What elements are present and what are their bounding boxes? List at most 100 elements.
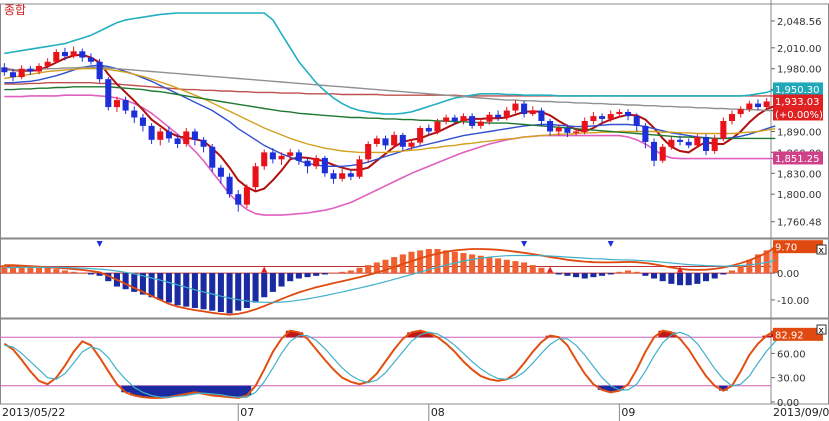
macd-histogram-bar bbox=[746, 259, 753, 274]
candle-body bbox=[711, 138, 718, 151]
x-axis-label: 2013/09/05 bbox=[773, 406, 829, 419]
candle-body bbox=[122, 100, 129, 111]
macd-tick-label: -10.00 bbox=[777, 296, 809, 307]
candle-body bbox=[321, 157, 328, 174]
candle bbox=[763, 98, 770, 110]
price-value-tag: 1,950.30 bbox=[773, 82, 823, 96]
macd-histogram-bar bbox=[503, 259, 510, 274]
price-value-tag: 1,851.25 bbox=[773, 151, 823, 165]
candle bbox=[529, 106, 536, 117]
macd-histogram-bar bbox=[677, 273, 684, 286]
candle-body bbox=[373, 138, 380, 144]
candle bbox=[685, 138, 692, 149]
price-tick-label: 2,048.56 bbox=[777, 17, 822, 28]
candle bbox=[443, 114, 450, 125]
close-icon[interactable]: x bbox=[819, 326, 825, 336]
macd-histogram-bar bbox=[555, 273, 562, 275]
candle bbox=[642, 123, 649, 149]
macd-histogram-bar bbox=[408, 251, 415, 274]
macd-histogram-bar bbox=[616, 271, 623, 274]
series-ma60 bbox=[4, 68, 776, 154]
candle bbox=[35, 63, 43, 75]
macd-histogram-bar bbox=[469, 254, 476, 274]
candle bbox=[521, 100, 528, 118]
macd-histogram-bar bbox=[295, 273, 302, 279]
close-box[interactable] bbox=[816, 244, 827, 255]
candle-body bbox=[495, 114, 502, 118]
macd-histogram-bar bbox=[495, 258, 502, 274]
macd-histogram-bar bbox=[287, 273, 294, 282]
candle-body bbox=[200, 139, 207, 147]
candle bbox=[209, 144, 216, 172]
macd-histogram-bar bbox=[642, 273, 649, 276]
candle-body bbox=[9, 72, 17, 78]
candle bbox=[269, 148, 276, 164]
candle bbox=[79, 48, 86, 62]
close-box[interactable] bbox=[816, 324, 827, 335]
buy-signal-arrow bbox=[261, 266, 268, 273]
candle bbox=[243, 184, 250, 209]
candle bbox=[425, 124, 432, 135]
candle bbox=[668, 137, 675, 150]
macd-histogram-bar bbox=[217, 273, 224, 312]
candle-body bbox=[96, 61, 103, 80]
candle bbox=[252, 162, 259, 191]
candle-body bbox=[53, 52, 60, 62]
macd-tick-label: 0.00 bbox=[777, 269, 799, 280]
candle-body bbox=[165, 131, 172, 139]
candle bbox=[165, 126, 172, 143]
series-bb-lower bbox=[4, 94, 776, 216]
macd-close-button[interactable]: x bbox=[816, 244, 827, 256]
candle bbox=[148, 123, 155, 144]
candle bbox=[451, 114, 458, 125]
candle bbox=[287, 148, 294, 160]
x-axis-label: 08 bbox=[431, 406, 445, 419]
macd-histogram-bar bbox=[443, 250, 450, 274]
candle-body bbox=[633, 116, 640, 126]
macd-histogram-bar bbox=[209, 273, 216, 311]
macd-histogram-bar bbox=[659, 273, 666, 282]
candle-body bbox=[625, 111, 632, 117]
candle bbox=[226, 173, 233, 198]
candle-body bbox=[668, 139, 675, 147]
candle bbox=[347, 169, 354, 181]
series-bb-upper bbox=[4, 12, 776, 115]
candle bbox=[711, 134, 718, 154]
candle-body bbox=[477, 121, 484, 126]
candle bbox=[113, 96, 120, 112]
x-axis-label: 09 bbox=[621, 406, 635, 419]
candle-body bbox=[616, 111, 623, 115]
macd-histogram-bar bbox=[165, 273, 172, 303]
chart-title: 종합 bbox=[4, 3, 26, 17]
candle-body bbox=[754, 103, 762, 108]
macd-histogram-bar bbox=[1, 265, 8, 274]
price-tick-label: 1,980.00 bbox=[777, 65, 822, 76]
macd-histogram-bar bbox=[61, 270, 69, 274]
candle bbox=[96, 58, 103, 83]
macd-histogram-bar bbox=[633, 271, 640, 274]
macd-histogram-bar bbox=[590, 273, 597, 278]
candle-body bbox=[174, 138, 181, 144]
macd-histogram-bar bbox=[148, 273, 155, 298]
candle-body bbox=[460, 116, 467, 121]
candle bbox=[702, 134, 710, 156]
macd-histogram-bar bbox=[512, 261, 519, 274]
candle bbox=[746, 100, 753, 112]
candle-body bbox=[131, 110, 138, 118]
candle-body bbox=[35, 65, 43, 72]
candle bbox=[191, 128, 198, 146]
candle-body bbox=[304, 160, 311, 167]
series-ma240 bbox=[4, 66, 776, 112]
macd-histogram-bar bbox=[226, 273, 233, 314]
candle bbox=[183, 127, 190, 147]
candle bbox=[503, 107, 510, 121]
macd-histogram-bar bbox=[651, 273, 658, 279]
candle-body bbox=[243, 187, 250, 205]
macd-histogram-bar bbox=[694, 273, 701, 284]
candle bbox=[122, 96, 129, 115]
close-icon[interactable]: x bbox=[819, 246, 825, 256]
price-tick-label: 1,800.00 bbox=[777, 190, 822, 201]
stoch-close-button[interactable]: x bbox=[816, 324, 827, 336]
candle-body bbox=[417, 127, 424, 143]
